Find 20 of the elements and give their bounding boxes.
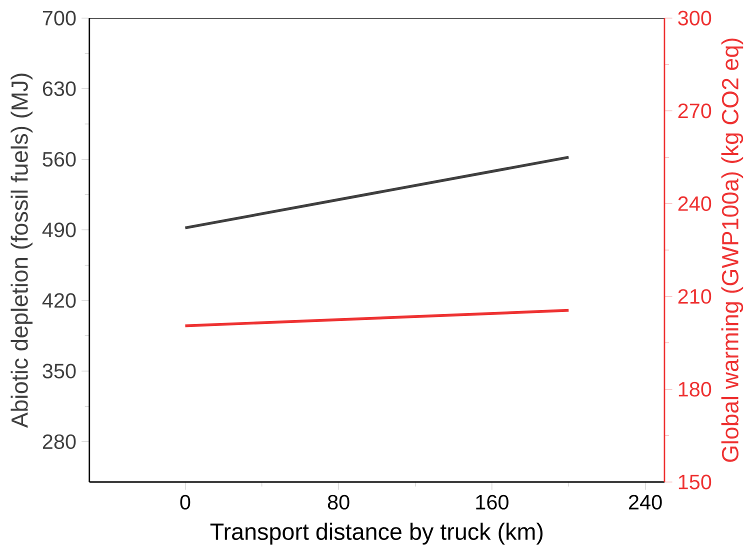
y-tick-label: 490 xyxy=(42,222,76,238)
y2-tick-label: 150 xyxy=(678,474,712,490)
y-axis-title: Abiotic depletion (fossil fuels) (MJ) xyxy=(10,74,33,428)
x-tick-label: 80 xyxy=(328,494,350,510)
y2-tick-label: 270 xyxy=(678,103,712,118)
x-tick-label: 160 xyxy=(476,494,508,510)
y-tick-label: 630 xyxy=(42,81,76,96)
y-tick-label: 280 xyxy=(42,434,76,449)
y2-tick-label: 300 xyxy=(678,10,712,26)
y2-axis-title: Global warming (GWP100a) (kg CO2 eq) xyxy=(721,38,744,462)
x-tick-label: 0 xyxy=(180,494,190,510)
y-tick-label: 560 xyxy=(42,152,76,167)
x-tick-label: 240 xyxy=(629,494,662,510)
y2-tick-label: 210 xyxy=(678,289,712,304)
y2-tick-label: 240 xyxy=(678,196,712,211)
y2-tick-label: 180 xyxy=(678,382,712,397)
y-tick-label: 420 xyxy=(42,293,76,308)
x-axis-title: Transport distance by truck (km) xyxy=(210,522,543,545)
y-tick-label: 700 xyxy=(42,10,76,26)
y-tick-label: 350 xyxy=(42,364,76,378)
